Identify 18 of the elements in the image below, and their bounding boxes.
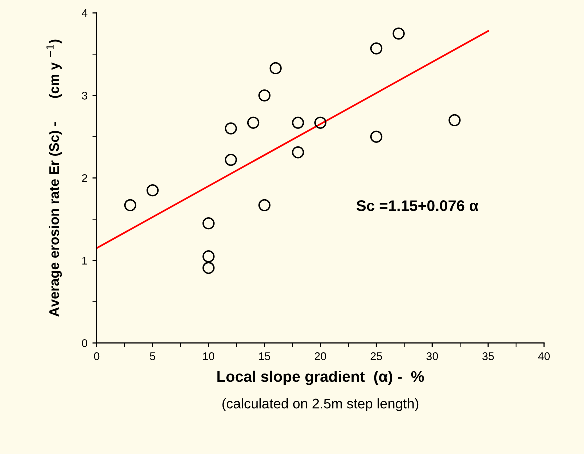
x-tick-label: 35 [482,352,494,360]
y-tick-label: 3 [82,92,88,100]
x-tick-label: 20 [314,352,326,360]
annotation: Sc =1.15+0.076 α [356,200,479,212]
x-axis-title: Local slope gradient (α) - % [218,370,424,386]
y-tick-label: 4 [82,10,88,18]
x-tick-label: 0 [94,352,100,360]
x-tick-label: 15 [259,352,270,360]
y-tick-label: 2 [82,174,88,182]
x-tick-label: 25 [370,352,382,360]
x-tick-label: 40 [538,352,550,360]
x-tick-label: 30 [426,352,438,360]
y-axis-title: Average erosion rate Er (Sc) - (cm y $^{−1}$) [46,40,62,317]
x-tick-label: 5 [150,352,156,360]
y-tick-label: 1 [82,257,88,265]
y-tick-label: 0 [82,339,88,348]
text: (calculated on 2.5m step length) [222,398,419,412]
x-tick-label: 10 [203,352,215,360]
